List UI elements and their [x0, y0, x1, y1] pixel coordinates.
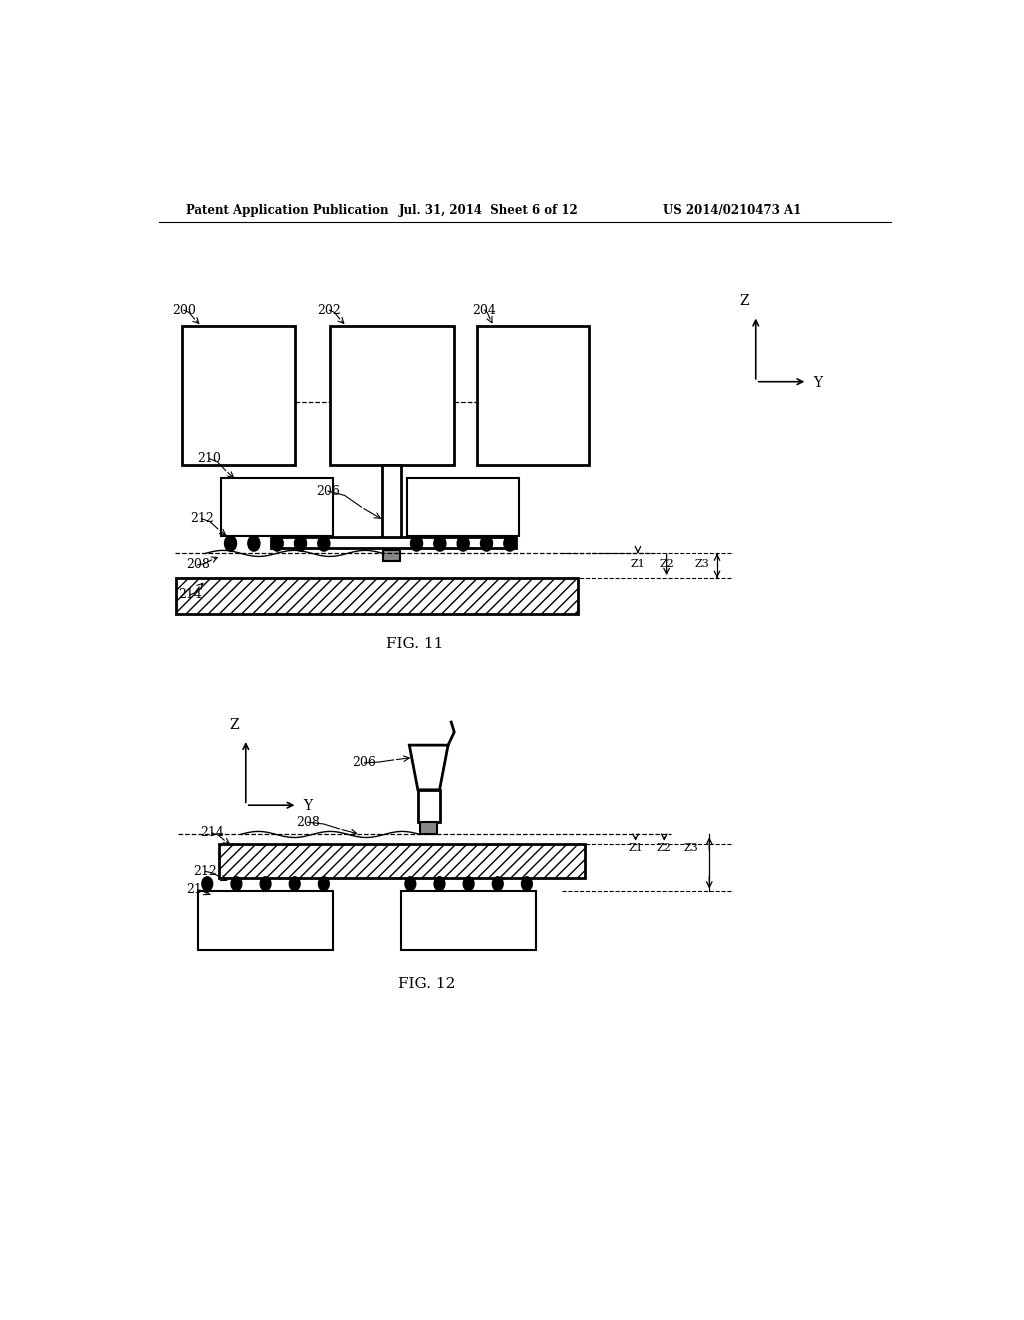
Bar: [221, 478, 334, 536]
Circle shape: [404, 876, 416, 891]
Text: 212: 212: [189, 512, 213, 525]
Text: Y: Y: [303, 800, 312, 813]
Text: 210: 210: [198, 453, 221, 465]
Circle shape: [224, 536, 237, 552]
Text: Z: Z: [229, 718, 239, 733]
Circle shape: [434, 536, 445, 552]
Circle shape: [202, 876, 213, 891]
Text: 214: 214: [178, 589, 202, 602]
Circle shape: [248, 536, 260, 552]
Text: FIG. 11: FIG. 11: [386, 636, 443, 651]
Circle shape: [521, 876, 532, 891]
Text: 208: 208: [296, 816, 319, 829]
Text: FIG. 12: FIG. 12: [397, 977, 455, 991]
Circle shape: [295, 536, 306, 552]
Text: 204: 204: [472, 304, 497, 317]
Circle shape: [463, 876, 474, 891]
Bar: [271, 537, 515, 548]
Circle shape: [271, 536, 284, 552]
Bar: [330, 326, 454, 465]
Bar: [182, 326, 295, 465]
Text: 202: 202: [317, 304, 341, 317]
Text: Z: Z: [739, 294, 749, 309]
Circle shape: [504, 536, 516, 552]
Circle shape: [434, 876, 444, 891]
Circle shape: [411, 536, 423, 552]
Text: 212: 212: [194, 865, 217, 878]
Text: Patent Application Publication: Patent Application Publication: [186, 205, 389, 218]
Circle shape: [260, 876, 271, 891]
Bar: [400, 891, 537, 950]
Bar: [418, 789, 439, 822]
Text: 208: 208: [185, 558, 210, 572]
Text: Jul. 31, 2014  Sheet 6 of 12: Jul. 31, 2014 Sheet 6 of 12: [399, 205, 579, 218]
Text: Z1: Z1: [631, 560, 645, 569]
Bar: [383, 549, 400, 561]
Bar: [219, 843, 586, 878]
Text: Z2: Z2: [659, 560, 674, 569]
Bar: [198, 891, 334, 950]
Text: Z1: Z1: [629, 842, 643, 853]
Text: 200: 200: [172, 304, 196, 317]
Text: Z3: Z3: [684, 842, 698, 853]
Bar: [382, 465, 401, 543]
Circle shape: [457, 536, 469, 552]
Circle shape: [290, 876, 300, 891]
Circle shape: [480, 536, 493, 552]
Circle shape: [493, 876, 503, 891]
Text: US 2014/0210473 A1: US 2014/0210473 A1: [663, 205, 801, 218]
Text: 210: 210: [185, 883, 210, 896]
Bar: [176, 578, 578, 614]
Text: 206: 206: [352, 756, 376, 770]
Bar: [477, 326, 589, 465]
Bar: [407, 478, 519, 536]
Text: Y: Y: [813, 376, 822, 389]
Polygon shape: [410, 744, 449, 789]
Text: 214: 214: [200, 826, 223, 840]
Text: 206: 206: [316, 484, 340, 498]
Text: Z2: Z2: [657, 842, 672, 853]
Circle shape: [317, 536, 330, 552]
Bar: [420, 822, 437, 834]
Text: Z3: Z3: [694, 560, 709, 569]
Circle shape: [318, 876, 330, 891]
Circle shape: [231, 876, 242, 891]
